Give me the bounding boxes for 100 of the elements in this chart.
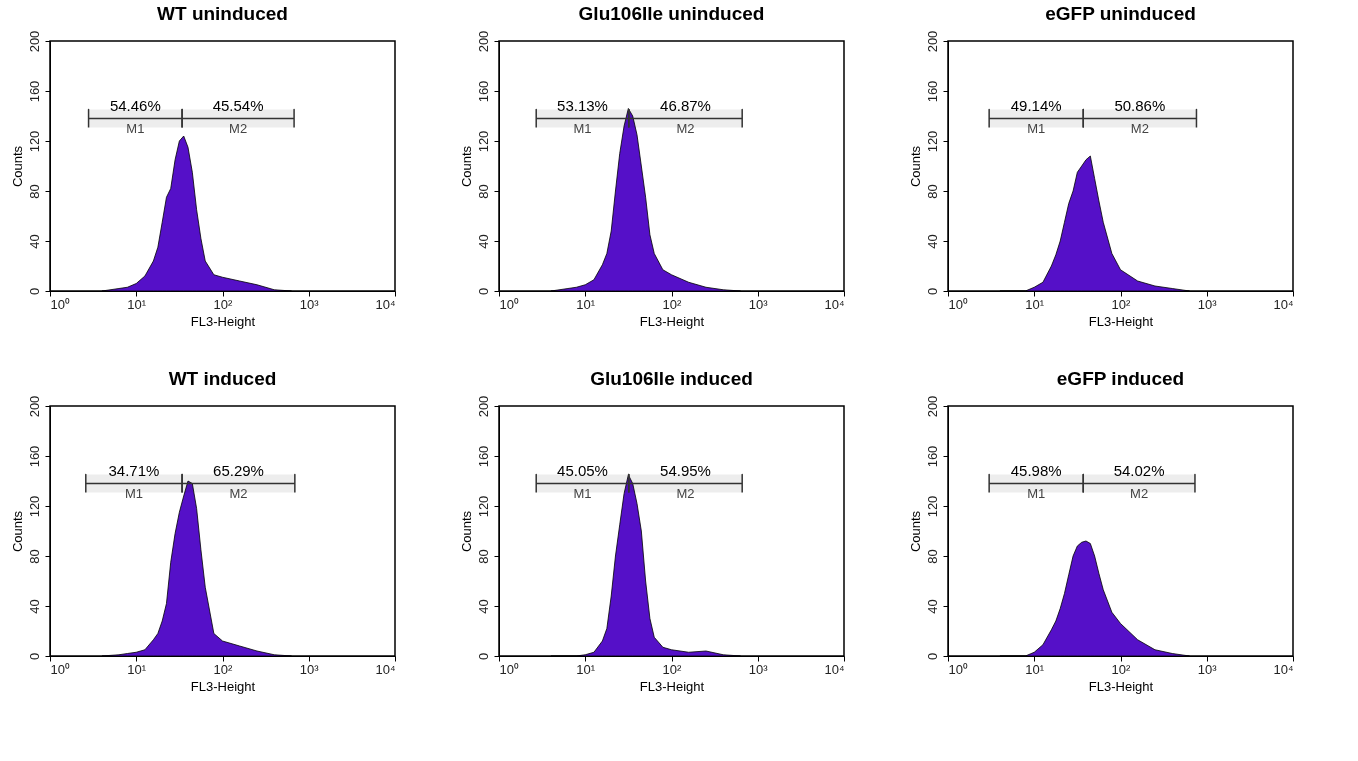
y-axis-title: Counts	[458, 145, 474, 188]
y-tick-label: 200	[924, 395, 940, 418]
y-tick-label: 120	[26, 495, 42, 518]
y-tick-label: 0	[475, 652, 491, 661]
chart-title: Glu106Ile uninduced	[578, 3, 765, 25]
x-axis-title: FL3-Height	[190, 678, 256, 694]
x-tick-label: 10²	[662, 661, 683, 677]
x-tick-label: 10¹	[576, 661, 596, 677]
y-tick-label: 160	[475, 445, 491, 468]
annotation: 46.87%	[660, 96, 711, 114]
chart-title: WT uninduced	[157, 3, 288, 25]
y-tick-label: 40	[26, 599, 42, 614]
annotation: 45.05%	[557, 461, 608, 479]
y-tick-label: 0	[475, 287, 491, 296]
y-tick-label: 160	[26, 445, 42, 468]
y-tick-label: 160	[475, 80, 491, 103]
x-tick-label: 10¹	[1025, 661, 1045, 677]
y-axis-title: Counts	[9, 145, 25, 188]
x-tick-label: 10²	[213, 661, 234, 677]
x-tick-label: 10³	[748, 296, 769, 312]
y-tick-label: 120	[475, 130, 491, 153]
annotation: 50.86%	[1114, 96, 1166, 114]
y-tick-label: 200	[26, 30, 42, 53]
y-tick-label: 80	[475, 549, 491, 564]
x-tick-label: 10¹	[1025, 296, 1045, 312]
y-tick-label: 80	[475, 184, 491, 199]
chart-title: WT induced	[168, 368, 277, 390]
x-tick-label: 10⁴	[1273, 296, 1294, 312]
band-label: M2	[1130, 120, 1149, 136]
band-label: M1	[126, 120, 145, 136]
annotation: 54.02%	[1113, 461, 1165, 479]
y-tick-label: 160	[924, 80, 940, 103]
x-tick-label: 10¹	[127, 296, 147, 312]
y-tick-label: 0	[26, 652, 42, 661]
band-label: M2	[676, 120, 695, 136]
x-axis-title: FL3-Height	[639, 678, 705, 694]
x-tick-label: 10⁰	[499, 661, 519, 677]
x-tick-label: 10³	[1197, 661, 1218, 677]
y-tick-label: 0	[26, 287, 42, 296]
x-tick-label: 10⁰	[499, 296, 519, 312]
x-axis-title: FL3-Height	[190, 313, 256, 329]
y-tick-label: 200	[26, 395, 42, 418]
x-tick-label: 10²	[1111, 296, 1132, 312]
band-label: M1	[573, 120, 592, 136]
y-tick-label: 200	[475, 395, 491, 418]
x-tick-label: 10⁴	[824, 661, 845, 677]
x-axis-title: FL3-Height	[639, 313, 705, 329]
x-tick-label: 10⁴	[375, 661, 396, 677]
chart-title: eGFP uninduced	[1045, 3, 1196, 25]
annotation: 45.54%	[212, 96, 264, 114]
band-label: M1	[573, 485, 592, 501]
y-tick-label: 120	[924, 130, 940, 153]
y-tick-label: 40	[26, 234, 42, 249]
band-label: M2	[1130, 485, 1149, 501]
annotation: 45.98%	[1010, 461, 1062, 479]
annotation: 34.71%	[108, 461, 160, 479]
y-tick-label: 80	[924, 184, 940, 199]
x-tick-label: 10⁴	[375, 296, 396, 312]
x-axis-title: FL3-Height	[1088, 678, 1154, 694]
y-tick-label: 160	[26, 80, 42, 103]
annotation: 49.14%	[1010, 96, 1062, 114]
y-tick-label: 80	[26, 184, 42, 199]
band-label: M1	[1027, 120, 1046, 136]
x-tick-label: 10¹	[127, 661, 147, 677]
chart-title: Glu106Ile induced	[590, 368, 753, 390]
band-label: M1	[1027, 485, 1046, 501]
y-tick-label: 200	[475, 30, 491, 53]
y-axis-title: Counts	[907, 510, 923, 553]
x-tick-label: 10²	[213, 296, 234, 312]
y-tick-label: 120	[26, 130, 42, 153]
y-axis-title: Counts	[458, 510, 474, 553]
x-tick-label: 10⁰	[948, 296, 968, 312]
y-tick-label: 40	[924, 599, 940, 614]
y-tick-label: 120	[475, 495, 491, 518]
y-tick-label: 80	[924, 549, 940, 564]
band-label: M2	[229, 485, 248, 501]
y-tick-label: 80	[26, 549, 42, 564]
x-tick-label: 10⁰	[948, 661, 968, 677]
y-tick-label: 40	[475, 234, 491, 249]
x-tick-label: 10⁴	[824, 296, 845, 312]
annotation: 53.13%	[557, 96, 608, 114]
band-label: M1	[124, 485, 143, 501]
annotation: 54.46%	[109, 96, 161, 114]
y-axis-title: Counts	[907, 145, 923, 188]
x-tick-label: 10³	[748, 661, 769, 677]
x-tick-label: 10³	[1197, 296, 1218, 312]
y-tick-label: 40	[475, 599, 491, 614]
y-tick-label: 200	[924, 30, 940, 53]
band-label: M2	[229, 120, 248, 136]
x-tick-label: 10²	[662, 296, 683, 312]
x-tick-label: 10⁰	[50, 661, 70, 677]
y-tick-label: 160	[924, 445, 940, 468]
y-tick-label: 120	[924, 495, 940, 518]
y-axis-title: Counts	[9, 510, 25, 553]
annotation: 65.29%	[213, 461, 264, 479]
band-label: M2	[676, 485, 695, 501]
annotation: 54.95%	[660, 461, 711, 479]
y-tick-label: 0	[924, 652, 940, 661]
x-tick-label: 10¹	[576, 296, 596, 312]
x-tick-label: 10³	[299, 296, 320, 312]
